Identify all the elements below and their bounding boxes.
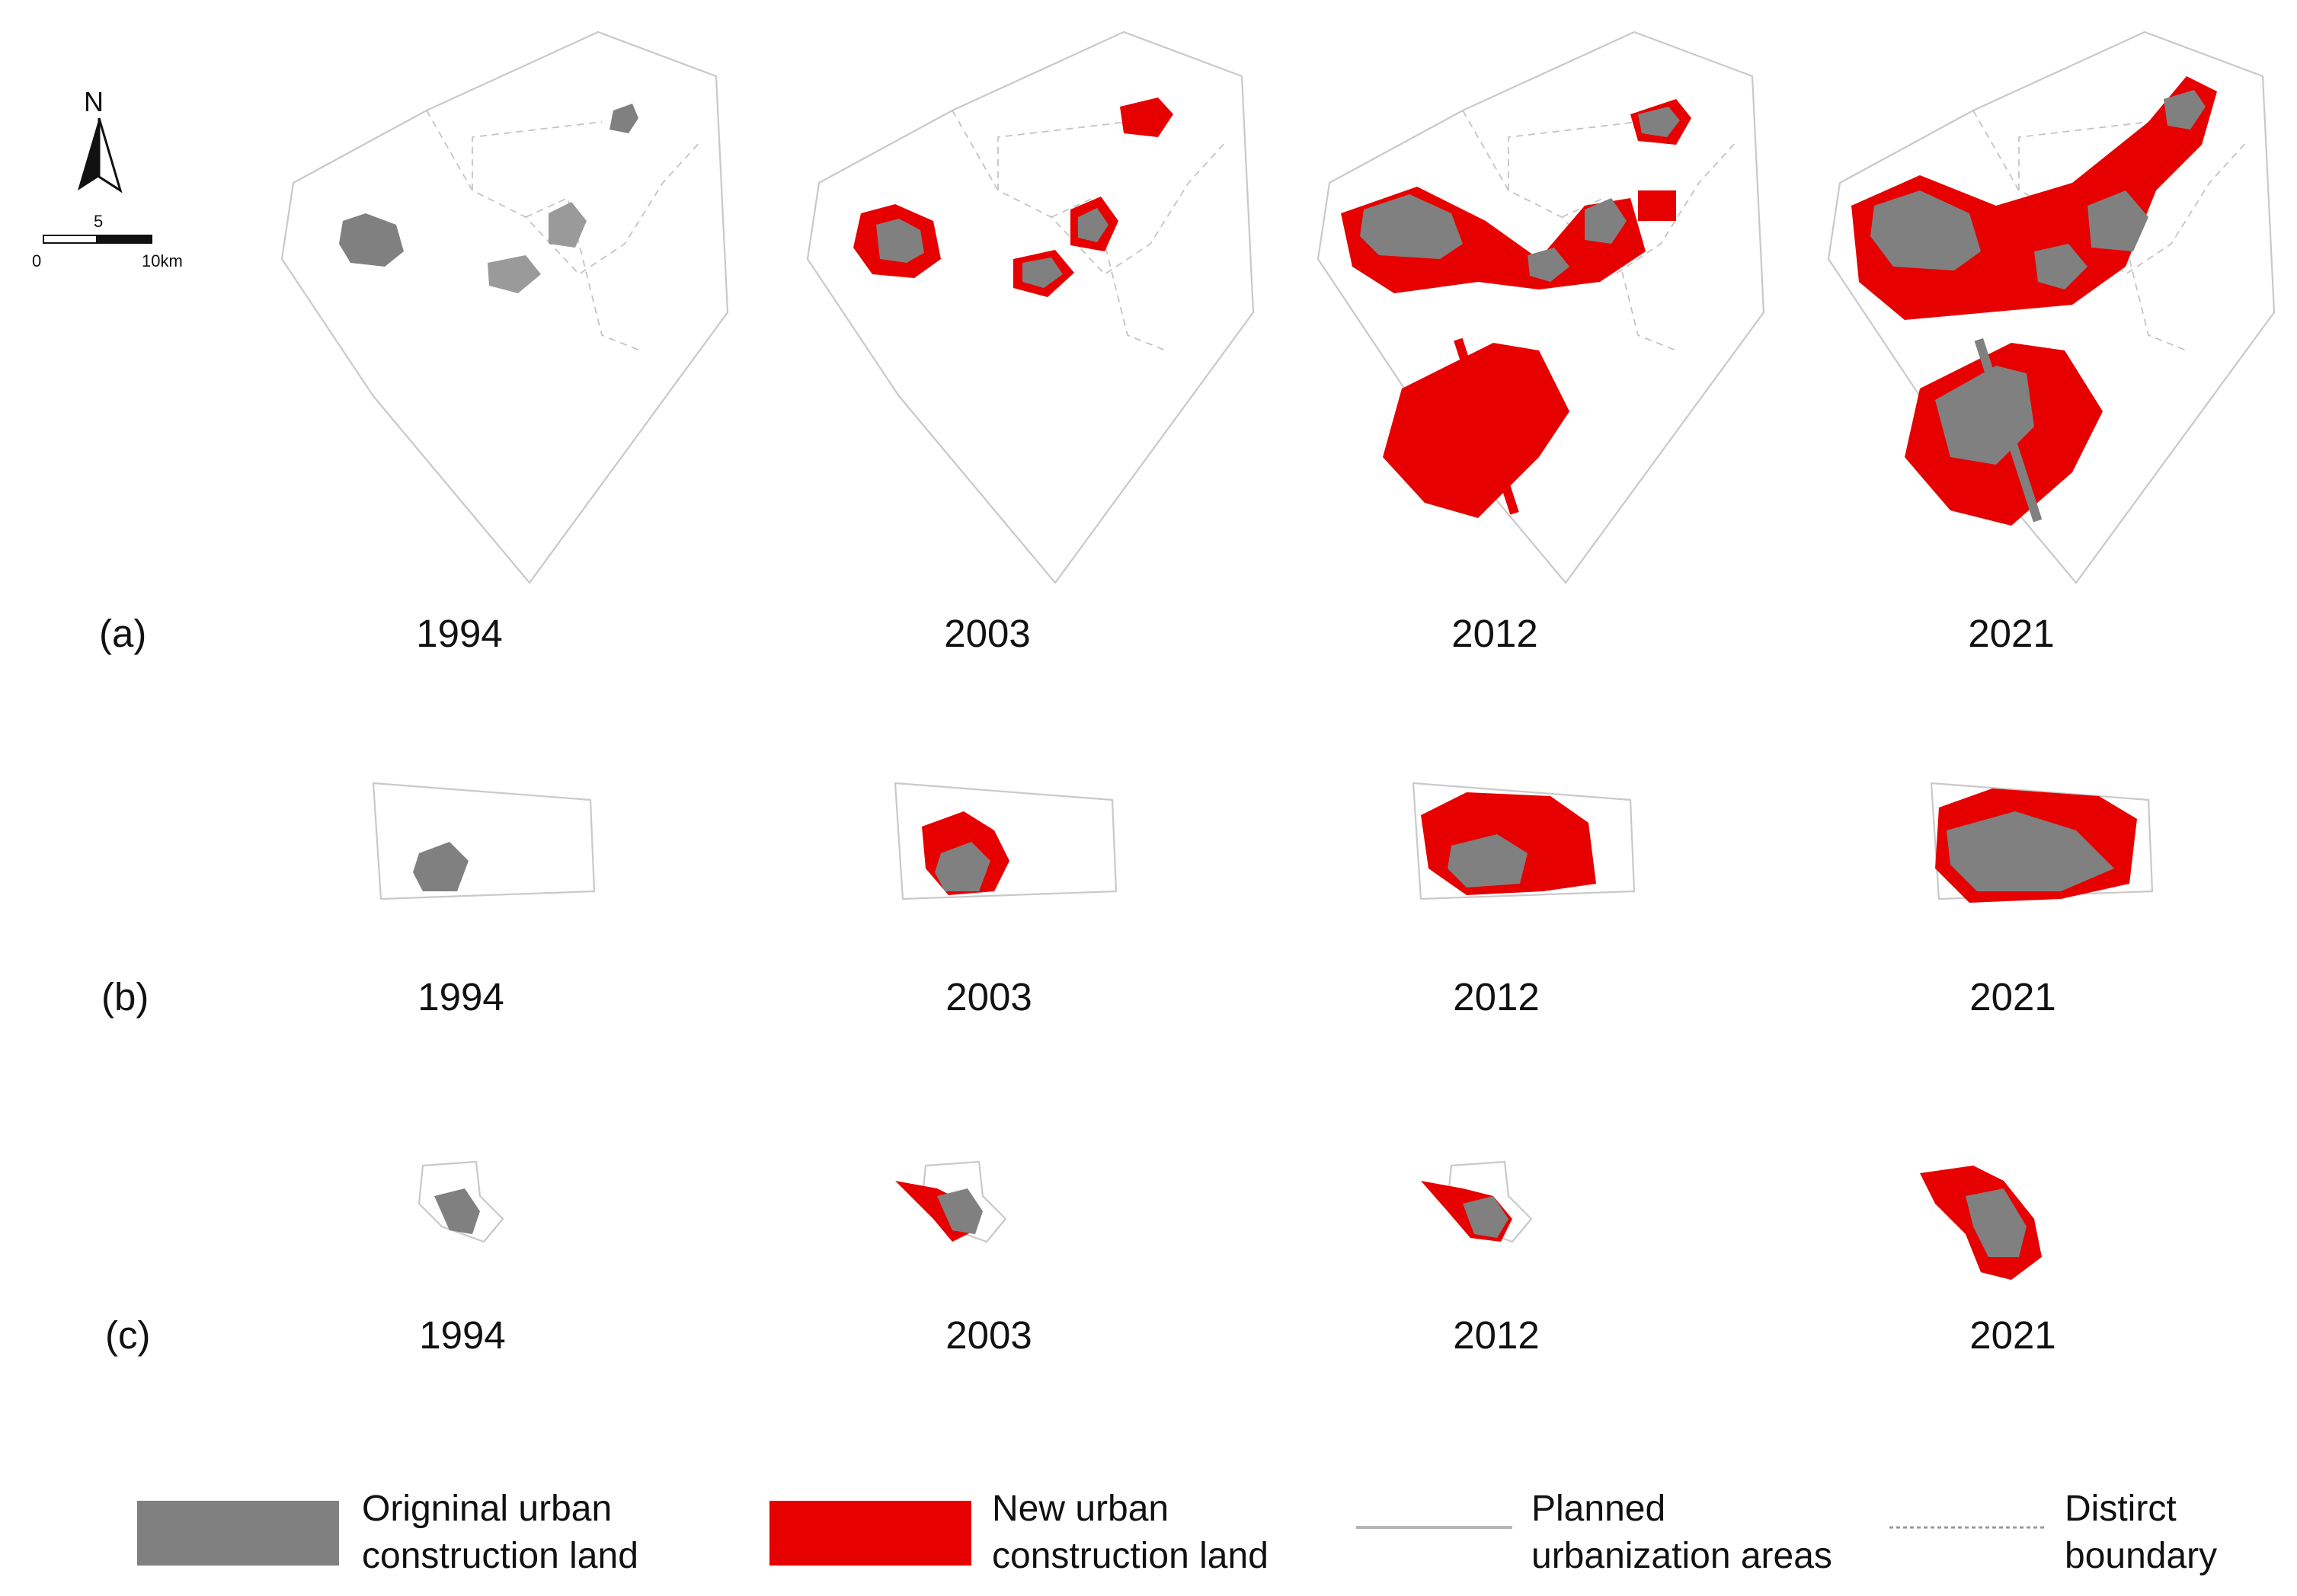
- original-land: [1585, 198, 1627, 244]
- map-c-1994: [417, 1160, 504, 1243]
- planned-area-boundary: [417, 1160, 504, 1243]
- year-label: 1994: [419, 1313, 506, 1357]
- original-land: [339, 213, 404, 267]
- year-label: 2003: [944, 612, 1031, 655]
- district-boundary: [2018, 121, 2149, 190]
- year-label: 2003: [945, 1313, 1032, 1357]
- planned-area-boundary: [280, 30, 729, 584]
- planned-area-boundary: [1412, 782, 1636, 900]
- map-a-1994: [280, 30, 729, 584]
- map-a-2012: [1316, 30, 1765, 584]
- district-boundary: [2071, 197, 2187, 351]
- map-b-1994: [372, 782, 596, 900]
- district-boundary: [426, 110, 702, 276]
- year-label: 1994: [416, 612, 503, 655]
- legend-line: urbanization areas: [1531, 1536, 1832, 1576]
- original-land: [488, 255, 541, 293]
- map-c-2003: [895, 1160, 1007, 1243]
- map-c-2021: [1920, 1166, 2042, 1280]
- original-land: [549, 202, 587, 248]
- planned-area-boundary: [1827, 30, 2276, 584]
- row-letter-c: (c): [105, 1313, 151, 1357]
- new-land: [1120, 98, 1173, 137]
- year-label: 2012: [1453, 975, 1540, 1019]
- legend-text-district: Distirct boundary: [2065, 1486, 2217, 1580]
- original-land: [2164, 90, 2206, 130]
- year-label: 2003: [945, 975, 1032, 1019]
- north-label: N: [84, 86, 104, 117]
- original-land: [1966, 1188, 2027, 1257]
- district-boundary: [472, 121, 603, 190]
- map-a-2021: [1827, 30, 2276, 584]
- year-label: 2012: [1451, 612, 1538, 655]
- scale-mid-label: 5: [94, 212, 104, 231]
- planned-area-boundary: [1316, 30, 1765, 584]
- district-boundary: [525, 197, 641, 351]
- new-land: [1454, 337, 1519, 515]
- scale-end-label: 10km: [142, 251, 183, 270]
- row-letter-b: (b): [101, 975, 149, 1019]
- original-land: [1947, 811, 2114, 891]
- year-label: 2021: [1969, 975, 2056, 1019]
- map-b-2012: [1412, 782, 1636, 900]
- district-boundary: [1561, 197, 1677, 351]
- north-arrow-icon: [78, 117, 123, 194]
- legend-line: New urban: [992, 1489, 1169, 1529]
- legend-line: Origninal urban: [362, 1489, 613, 1529]
- original-land: [1078, 208, 1109, 242]
- legend-swatch-original: [137, 1501, 339, 1566]
- new-land: [1383, 343, 1569, 518]
- legend-line: Distirct: [2065, 1489, 2177, 1529]
- original-land: [937, 1188, 983, 1234]
- original-land: [1528, 248, 1569, 282]
- district-boundary: [1508, 121, 1639, 190]
- map-b-2003: [894, 782, 1118, 900]
- map-a-2003: [806, 30, 1255, 584]
- year-label: 2021: [1968, 612, 2055, 655]
- legend-swatch-new: [769, 1501, 971, 1566]
- year-label: 2021: [1969, 1313, 2056, 1357]
- legend-line: construction land: [362, 1536, 638, 1576]
- original-land: [935, 842, 990, 891]
- district-boundary: [997, 121, 1128, 190]
- planned-area-boundary: [372, 782, 596, 900]
- legend-line: boundary: [2065, 1536, 2218, 1576]
- original-land: [876, 219, 924, 263]
- year-label: 1994: [417, 975, 504, 1019]
- legend-text-planned: Planned urbanization areas: [1531, 1486, 1832, 1580]
- original-land: [434, 1188, 480, 1234]
- original-land: [1974, 337, 2043, 523]
- original-land: [413, 842, 469, 891]
- original-land: [1360, 194, 1463, 259]
- row-letter-a: (a): [99, 612, 147, 655]
- original-land: [609, 104, 638, 133]
- legend-text-new: New urban construction land: [992, 1486, 1268, 1580]
- original-land: [1638, 107, 1680, 137]
- legend-line: Planned: [1531, 1489, 1666, 1529]
- original-land: [1870, 190, 1981, 270]
- original-land: [2034, 244, 2087, 289]
- planned-area-boundary: [894, 782, 1118, 900]
- scale-start-label: 0: [32, 251, 42, 270]
- legend-swatch-planned: [1356, 1526, 1512, 1529]
- map-c-2012: [1421, 1160, 1533, 1243]
- original-land: [1022, 257, 1063, 288]
- planned-area-boundary: [806, 30, 1255, 584]
- map-b-2021: [1930, 782, 2154, 903]
- original-land: [1448, 834, 1528, 888]
- district-boundary: [952, 110, 1227, 276]
- new-land: [1638, 190, 1676, 221]
- legend-line: construction land: [992, 1536, 1268, 1576]
- scale-bar: [43, 235, 152, 244]
- original-land: [1463, 1196, 1508, 1238]
- legend-swatch-district: [1889, 1526, 2046, 1529]
- legend-text-original: Origninal urban construction land: [362, 1486, 638, 1580]
- original-land: [2087, 190, 2148, 251]
- year-label: 2012: [1453, 1313, 1540, 1357]
- district-boundary: [1051, 197, 1166, 351]
